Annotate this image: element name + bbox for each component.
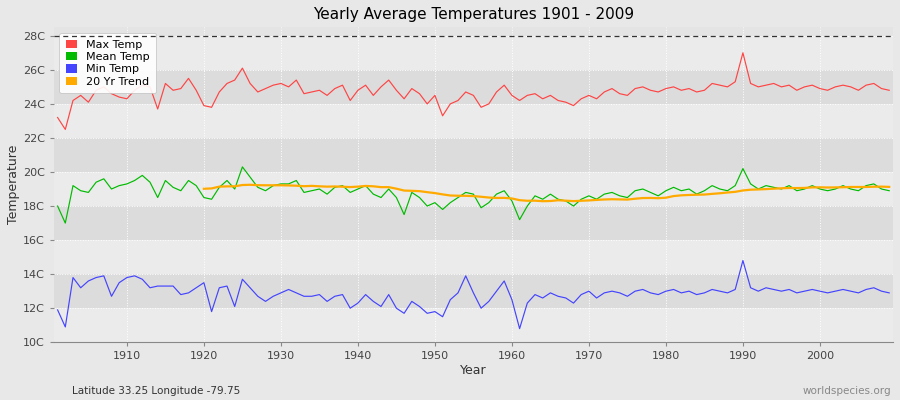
Bar <box>54 308 893 342</box>
Bar <box>54 36 893 70</box>
Title: Yearly Average Temperatures 1901 - 2009: Yearly Average Temperatures 1901 - 2009 <box>313 7 634 22</box>
Bar <box>54 172 893 206</box>
Bar <box>54 206 893 240</box>
Legend: Max Temp, Mean Temp, Min Temp, 20 Yr Trend: Max Temp, Mean Temp, Min Temp, 20 Yr Tre… <box>59 33 157 93</box>
Text: worldspecies.org: worldspecies.org <box>803 386 891 396</box>
Y-axis label: Temperature: Temperature <box>7 145 20 224</box>
Bar <box>54 70 893 104</box>
X-axis label: Year: Year <box>460 364 487 377</box>
Bar <box>54 138 893 172</box>
Bar <box>54 240 893 274</box>
Bar <box>54 104 893 138</box>
Bar <box>54 274 893 308</box>
Text: Latitude 33.25 Longitude -79.75: Latitude 33.25 Longitude -79.75 <box>72 386 240 396</box>
